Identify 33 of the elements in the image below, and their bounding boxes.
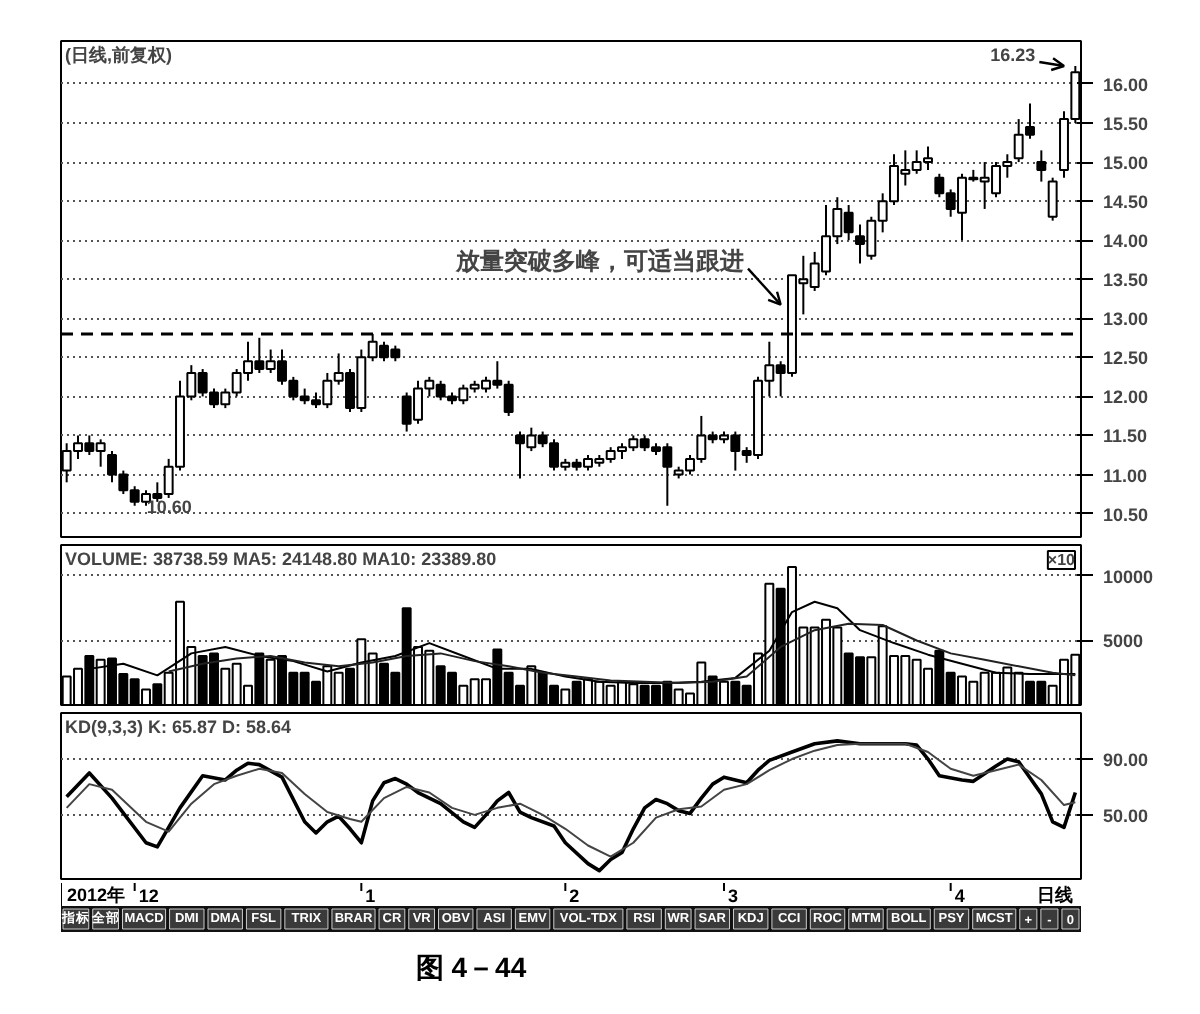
y-tick-label: 50.00 (1103, 805, 1149, 826)
text: 12 (138, 886, 159, 906)
y-tick-label: 90.00 (1103, 750, 1149, 771)
y-tick-label: 13.50 (1103, 270, 1149, 291)
text: 日线 (1037, 885, 1073, 905)
y-tick-label: 14.00 (1103, 231, 1149, 252)
text: 2012年 (67, 885, 126, 905)
y-tick-label: 5000 (1103, 631, 1144, 652)
line-series (167, 622, 1077, 685)
y-tick-label: 15.00 (1103, 153, 1149, 174)
y-tick-label: 14.50 (1103, 192, 1149, 213)
y-tick-label: 12.50 (1103, 348, 1149, 369)
annotation: 10.60 (146, 496, 192, 517)
y-tick-label: 15.50 (1103, 114, 1149, 135)
text: 1 (365, 886, 376, 906)
y-tick-label: 11.00 (1103, 465, 1148, 486)
y-tick-label: 10.50 (1103, 504, 1149, 525)
text: 4 (954, 886, 965, 906)
chart-title: KD(9,3,3) K: 65.87 D: 58.64 (65, 717, 292, 737)
y-tick-label: 11.50 (1103, 426, 1148, 447)
chart-title: (日线,前复权) (65, 45, 172, 65)
candlestick (1036, 149, 1047, 183)
y-tick-label: 16.00 (1103, 74, 1149, 95)
y-tick-label: 12.00 (1103, 387, 1149, 408)
y-tick-label: 13.00 (1103, 309, 1149, 330)
annotation: 放量突破多峰，可适当跟进 (454, 246, 744, 275)
caption: 图 4－44 (415, 951, 527, 983)
annotation: 16.23 (990, 45, 1036, 65)
y-tick-label: 10000 (1103, 566, 1154, 587)
chart-title: VOLUME: 38738.59 MA5: 24148.80 MA10: 23389.80 (65, 549, 497, 569)
text: 2 (569, 886, 580, 906)
text: 3 (728, 886, 739, 906)
candlestick (1047, 176, 1058, 222)
